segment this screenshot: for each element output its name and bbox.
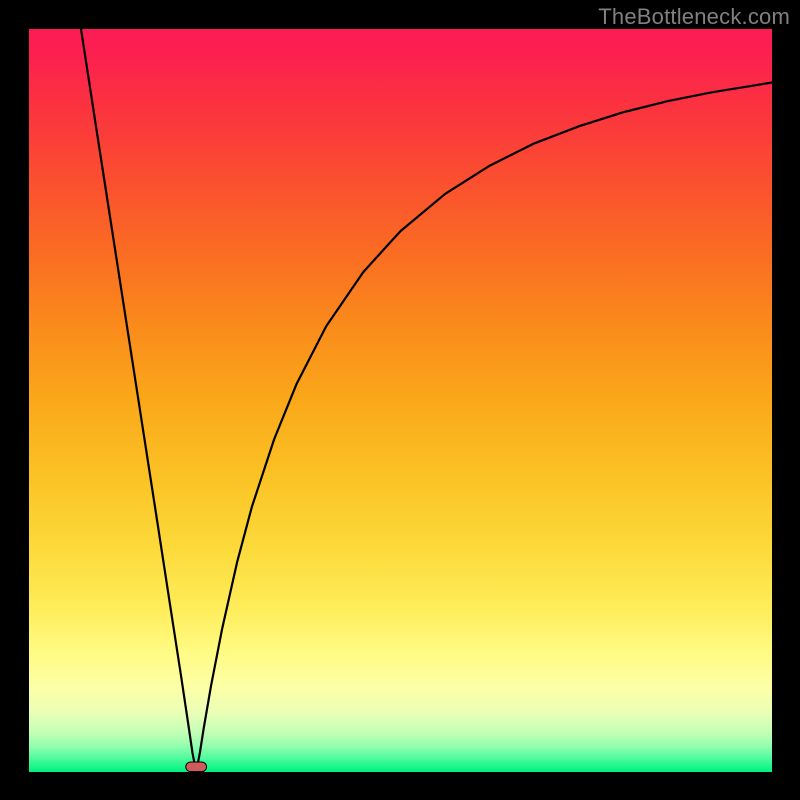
plot-area [29,29,772,772]
watermark-text: TheBottleneck.com [598,4,790,30]
bottleneck-chart [0,0,800,800]
dip-marker [186,762,207,772]
